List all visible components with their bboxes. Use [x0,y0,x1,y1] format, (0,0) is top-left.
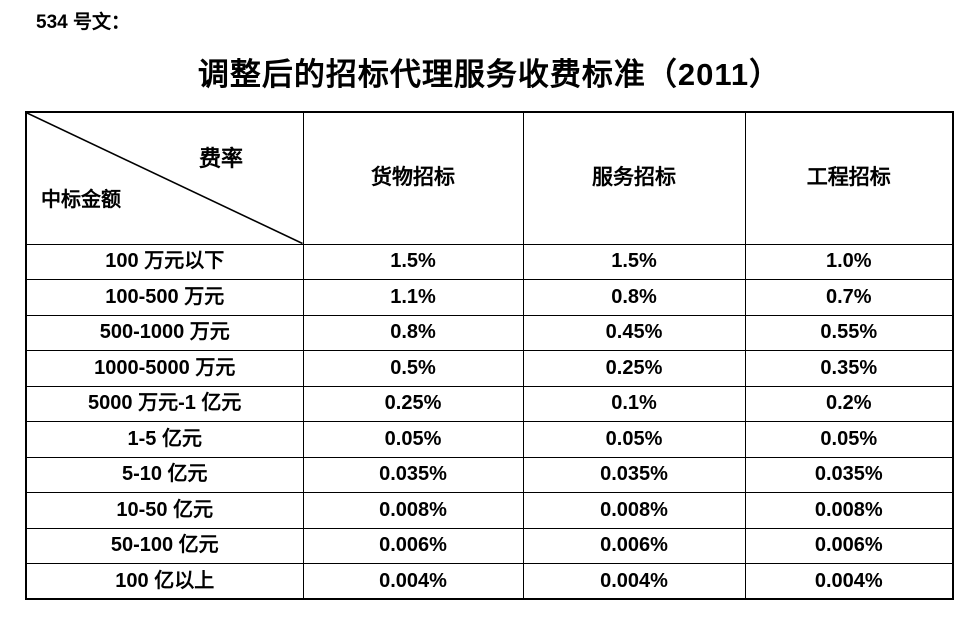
fee-cell: 0.008% [302,492,524,529]
fee-cell: 0.008% [522,492,746,529]
column-header-goods-bidding: 货物招标 [302,111,524,245]
table-row: 5000 万元-1 亿元 0.25% 0.1% 0.2% [25,385,954,422]
table-row: 1000-5000 万元 0.5% 0.25% 0.35% [25,350,954,387]
row-label: 100 亿以上 [25,563,304,600]
fee-cell: 0.25% [522,350,746,387]
fee-cell: 0.25% [302,385,524,422]
table-row: 500-1000 万元 0.8% 0.45% 0.55% [25,314,954,351]
fee-cell: 0.035% [522,456,746,493]
table-row: 100 万元以下 1.5% 1.5% 1.0% [25,243,954,280]
table-row: 10-50 亿元 0.008% 0.008% 0.008% [25,492,954,529]
table-row: 50-100 亿元 0.006% 0.006% 0.006% [25,527,954,564]
column-header-works-bidding: 工程招标 [744,111,954,245]
fee-cell: 1.0% [744,243,954,280]
table-header-row: 费率 中标金额 货物招标 服务招标 工程招标 [25,111,954,245]
fee-cell: 0.006% [522,527,746,564]
doc-number-label: 534 号文： [36,12,130,33]
corner-label-rate: 费率 [199,146,244,171]
diagonal-header-cell: 费率 中标金额 [25,111,304,245]
row-label: 10-50 亿元 [25,492,304,529]
fee-cell: 0.8% [522,279,746,316]
row-label: 5-10 亿元 [25,456,304,493]
fee-cell: 0.004% [522,563,746,600]
row-label: 100 万元以下 [25,243,304,280]
row-label: 5000 万元-1 亿元 [25,385,304,422]
fee-cell: 0.006% [744,527,954,564]
table-row: 1-5 亿元 0.05% 0.05% 0.05% [25,421,954,458]
row-label: 1-5 亿元 [25,421,304,458]
row-label: 100-500 万元 [25,279,304,316]
row-label: 1000-5000 万元 [25,350,304,387]
page-title: 调整后的招标代理服务收费标准（2011） [197,57,782,92]
fee-cell: 0.1% [522,385,746,422]
fee-cell: 0.35% [744,350,954,387]
table-row: 100 亿以上 0.004% 0.004% 0.004% [25,563,954,600]
fee-cell: 0.035% [302,456,524,493]
fee-cell: 0.004% [744,563,954,600]
fee-cell: 0.7% [744,279,954,316]
fee-cell: 0.55% [744,314,954,351]
row-label: 500-1000 万元 [25,314,304,351]
fee-cell: 0.45% [522,314,746,351]
row-label: 50-100 亿元 [25,527,304,564]
column-header-service-bidding: 服务招标 [522,111,746,245]
fee-cell: 0.008% [744,492,954,529]
fee-cell: 0.2% [744,385,954,422]
corner-label-amount: 中标金额 [41,188,121,211]
fee-cell: 0.05% [302,421,524,458]
fee-standards-table: 费率 中标金额 货物招标 服务招标 工程招标 100 万元以下 1.5% 1.5… [25,111,954,600]
table-row: 5-10 亿元 0.035% 0.035% 0.035% [25,456,954,493]
fee-cell: 1.5% [302,243,524,280]
fee-cell: 1.1% [302,279,524,316]
diagonal-line [27,113,302,243]
fee-cell: 0.05% [522,421,746,458]
table-row: 100-500 万元 1.1% 0.8% 0.7% [25,279,954,316]
fee-cell: 0.05% [744,421,954,458]
fee-cell: 0.035% [744,456,954,493]
fee-cell: 0.5% [302,350,524,387]
fee-cell: 0.004% [302,563,524,600]
fee-cell: 1.5% [522,243,746,280]
fee-cell: 0.8% [302,314,524,351]
fee-cell: 0.006% [302,527,524,564]
